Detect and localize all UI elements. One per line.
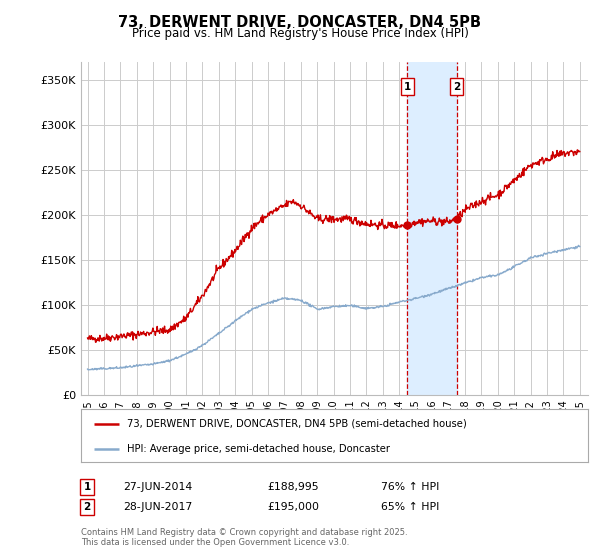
Text: Price paid vs. HM Land Registry's House Price Index (HPI): Price paid vs. HM Land Registry's House … xyxy=(131,27,469,40)
Text: 73, DERWENT DRIVE, DONCASTER, DN4 5PB (semi-detached house): 73, DERWENT DRIVE, DONCASTER, DN4 5PB (s… xyxy=(127,419,466,429)
Text: Contains HM Land Registry data © Crown copyright and database right 2025.
This d: Contains HM Land Registry data © Crown c… xyxy=(81,528,407,547)
Text: 1: 1 xyxy=(404,82,411,92)
Text: 73, DERWENT DRIVE, DONCASTER, DN4 5PB: 73, DERWENT DRIVE, DONCASTER, DN4 5PB xyxy=(119,15,482,30)
Text: 2: 2 xyxy=(83,502,91,512)
Bar xyxy=(407,62,457,395)
Text: 27-JUN-2014: 27-JUN-2014 xyxy=(123,482,192,492)
Text: 76% ↑ HPI: 76% ↑ HPI xyxy=(381,482,439,492)
Text: 28-JUN-2017: 28-JUN-2017 xyxy=(123,502,192,512)
Text: 2: 2 xyxy=(453,82,460,92)
Text: 1: 1 xyxy=(83,482,91,492)
Text: £188,995: £188,995 xyxy=(267,482,319,492)
Text: 65% ↑ HPI: 65% ↑ HPI xyxy=(381,502,439,512)
Text: HPI: Average price, semi-detached house, Doncaster: HPI: Average price, semi-detached house,… xyxy=(127,444,389,454)
Text: £195,000: £195,000 xyxy=(267,502,319,512)
